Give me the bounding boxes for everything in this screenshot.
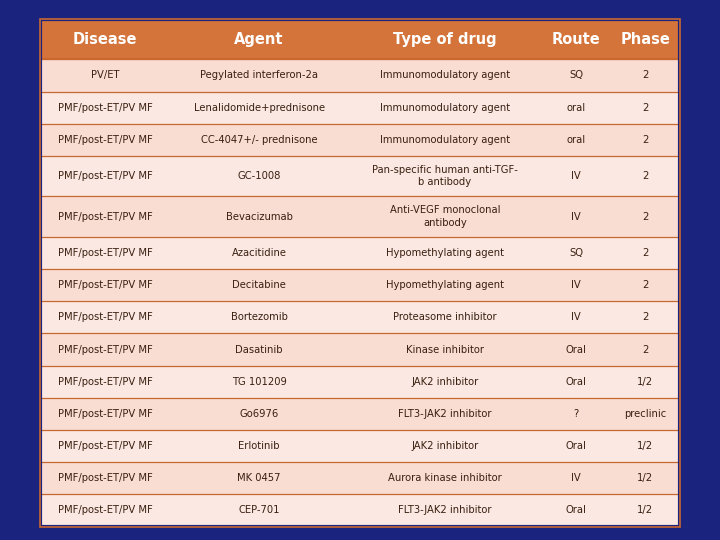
Text: Lenalidomide+prednisone: Lenalidomide+prednisone: [194, 103, 325, 113]
Text: GC-1008: GC-1008: [238, 171, 281, 181]
Bar: [40, 430, 680, 462]
Text: IV: IV: [572, 473, 581, 483]
Text: 1/2: 1/2: [637, 441, 653, 451]
Text: JAK2 inhibitor: JAK2 inhibitor: [411, 441, 479, 451]
Text: 2: 2: [642, 103, 648, 113]
Bar: [40, 19, 680, 526]
Text: Proteasome inhibitor: Proteasome inhibitor: [393, 312, 497, 322]
Text: PMF/post-ET/PV MF: PMF/post-ET/PV MF: [58, 212, 153, 222]
Bar: [40, 301, 680, 334]
Bar: [40, 462, 680, 494]
Text: Bortezomib: Bortezomib: [230, 312, 287, 322]
Text: Kinase inhibitor: Kinase inhibitor: [406, 345, 484, 355]
Bar: [40, 19, 680, 59]
Text: Type of drug: Type of drug: [393, 32, 497, 46]
Text: PMF/post-ET/PV MF: PMF/post-ET/PV MF: [58, 473, 153, 483]
Text: preclinic: preclinic: [624, 409, 666, 419]
Text: Hypomethylating agent: Hypomethylating agent: [386, 248, 504, 258]
Text: PV/ET: PV/ET: [91, 71, 120, 80]
Text: 2: 2: [642, 135, 648, 145]
Text: 2: 2: [642, 280, 648, 290]
Text: FLT3-JAK2 inhibitor: FLT3-JAK2 inhibitor: [398, 409, 492, 419]
Bar: [40, 334, 680, 366]
Text: PMF/post-ET/PV MF: PMF/post-ET/PV MF: [58, 103, 153, 113]
Text: 1/2: 1/2: [637, 473, 653, 483]
Text: Aurora kinase inhibitor: Aurora kinase inhibitor: [388, 473, 502, 483]
Text: TG 101209: TG 101209: [232, 377, 287, 387]
Text: Dasatinib: Dasatinib: [235, 345, 283, 355]
Bar: [40, 124, 680, 156]
Text: IV: IV: [572, 171, 581, 181]
Text: 2: 2: [642, 312, 648, 322]
Bar: [40, 237, 680, 269]
Text: IV: IV: [572, 312, 581, 322]
Text: CC-4047+/- prednisone: CC-4047+/- prednisone: [201, 135, 318, 145]
Text: Phase: Phase: [620, 32, 670, 46]
Text: Erlotinib: Erlotinib: [238, 441, 280, 451]
Text: Disease: Disease: [73, 32, 138, 46]
Text: Oral: Oral: [566, 345, 587, 355]
Text: ?: ?: [574, 409, 579, 419]
Text: PMF/post-ET/PV MF: PMF/post-ET/PV MF: [58, 345, 153, 355]
Text: Anti-VEGF monoclonal
antibody: Anti-VEGF monoclonal antibody: [390, 206, 500, 228]
Text: Immunomodulatory agent: Immunomodulatory agent: [380, 103, 510, 113]
Text: Agent: Agent: [234, 32, 284, 46]
Text: PMF/post-ET/PV MF: PMF/post-ET/PV MF: [58, 505, 153, 515]
Bar: [40, 19, 680, 526]
Text: Pan-specific human anti-TGF-
b antibody: Pan-specific human anti-TGF- b antibody: [372, 165, 518, 187]
Text: PMF/post-ET/PV MF: PMF/post-ET/PV MF: [58, 171, 153, 181]
Text: 2: 2: [642, 248, 648, 258]
Bar: [40, 59, 680, 92]
Text: Go6976: Go6976: [240, 409, 279, 419]
Text: Oral: Oral: [566, 377, 587, 387]
Text: 2: 2: [642, 171, 648, 181]
Text: oral: oral: [567, 103, 586, 113]
Text: Bevacizumab: Bevacizumab: [225, 212, 292, 222]
Text: oral: oral: [567, 135, 586, 145]
Text: SQ: SQ: [570, 248, 583, 258]
Text: Pegylated interferon-2a: Pegylated interferon-2a: [200, 71, 318, 80]
Text: Decitabine: Decitabine: [232, 280, 286, 290]
Text: PMF/post-ET/PV MF: PMF/post-ET/PV MF: [58, 377, 153, 387]
Bar: [40, 197, 680, 237]
Text: Oral: Oral: [566, 441, 587, 451]
Text: Route: Route: [552, 32, 600, 46]
Text: JAK2 inhibitor: JAK2 inhibitor: [411, 377, 479, 387]
Text: Hypomethylating agent: Hypomethylating agent: [386, 280, 504, 290]
Text: 2: 2: [642, 345, 648, 355]
Text: PMF/post-ET/PV MF: PMF/post-ET/PV MF: [58, 248, 153, 258]
Text: SQ: SQ: [570, 71, 583, 80]
Text: Oral: Oral: [566, 505, 587, 515]
Bar: [40, 366, 680, 398]
Text: PMF/post-ET/PV MF: PMF/post-ET/PV MF: [58, 280, 153, 290]
Text: Immunomodulatory agent: Immunomodulatory agent: [380, 135, 510, 145]
Text: 2: 2: [642, 71, 648, 80]
Bar: [40, 19, 680, 526]
Text: FLT3-JAK2 inhibitor: FLT3-JAK2 inhibitor: [398, 505, 492, 515]
Bar: [40, 156, 680, 197]
Bar: [40, 92, 680, 124]
Text: Immunomodulatory agent: Immunomodulatory agent: [380, 71, 510, 80]
Text: CEP-701: CEP-701: [238, 505, 280, 515]
Text: PMF/post-ET/PV MF: PMF/post-ET/PV MF: [58, 312, 153, 322]
Bar: [40, 494, 680, 526]
Text: 2: 2: [642, 212, 648, 222]
Text: PMF/post-ET/PV MF: PMF/post-ET/PV MF: [58, 135, 153, 145]
Bar: [40, 269, 680, 301]
Bar: [40, 398, 680, 430]
Text: PMF/post-ET/PV MF: PMF/post-ET/PV MF: [58, 441, 153, 451]
Text: IV: IV: [572, 212, 581, 222]
Text: 1/2: 1/2: [637, 505, 653, 515]
Text: IV: IV: [572, 280, 581, 290]
Text: 1/2: 1/2: [637, 377, 653, 387]
Text: MK 0457: MK 0457: [238, 473, 281, 483]
Text: Azacitidine: Azacitidine: [232, 248, 287, 258]
Text: PMF/post-ET/PV MF: PMF/post-ET/PV MF: [58, 409, 153, 419]
